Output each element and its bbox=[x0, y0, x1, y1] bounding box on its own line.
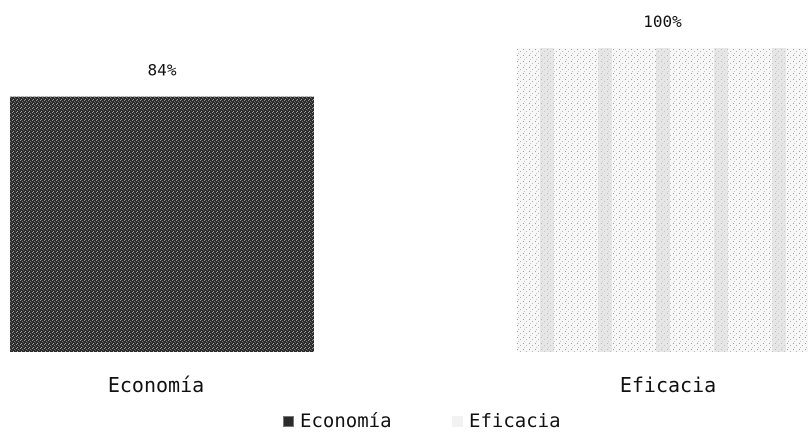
legend-label-economia: Economía bbox=[300, 410, 392, 432]
data-label-eficacia: 100% bbox=[643, 12, 682, 31]
bar-texture-eficacia bbox=[517, 48, 808, 352]
legend-item-eficacia: Eficacia bbox=[452, 410, 561, 432]
bar-economia bbox=[10, 96, 314, 352]
tick-label-eficacia: Eficacia bbox=[620, 373, 716, 397]
bar-chart: 84% 100% Economía Eficacia bbox=[10, 12, 808, 397]
legend-label-eficacia: Eficacia bbox=[469, 410, 561, 432]
legend-item-economia: Economía bbox=[283, 410, 392, 432]
legend: Economía Eficacia bbox=[0, 410, 809, 434]
data-label-economia: 84% bbox=[148, 61, 177, 80]
tick-label-economia: Economía bbox=[108, 373, 204, 397]
light-speckled-swatch-icon bbox=[452, 415, 463, 427]
dark-speckled-swatch-icon bbox=[283, 415, 294, 427]
